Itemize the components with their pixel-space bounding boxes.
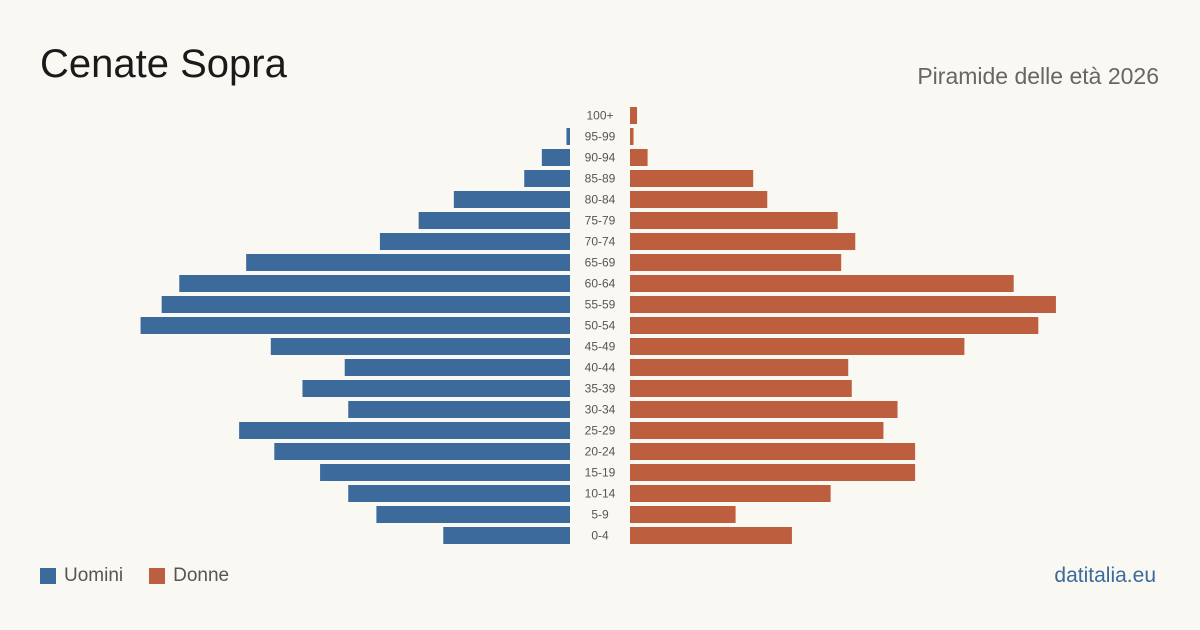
bar-male-10-14[interactable] — [348, 485, 570, 502]
bar-female-90-94[interactable] — [630, 149, 648, 166]
bar-female-85-89[interactable] — [630, 170, 754, 187]
legend: Uomini Donne — [40, 565, 255, 587]
legend-label-male: Uomini — [64, 565, 124, 586]
legend-swatch-female — [149, 568, 166, 584]
age-label-5-9: 5-9 — [591, 508, 609, 522]
bar-male-75-79[interactable] — [418, 212, 570, 229]
legend-swatch-male — [40, 568, 56, 584]
bar-male-5-9[interactable] — [376, 506, 570, 523]
bar-male-60-64[interactable] — [179, 275, 570, 292]
age-label-100plus: 100+ — [586, 109, 613, 123]
bar-female-70-74[interactable] — [630, 233, 856, 250]
chart-subtitle: Piramide delle età 2026 — [917, 63, 1159, 89]
bar-male-85-89[interactable] — [524, 170, 570, 187]
bar-male-25-29[interactable] — [239, 422, 570, 439]
age-label-20-24: 20-24 — [585, 445, 616, 459]
bar-male-90-94[interactable] — [541, 149, 570, 166]
bar-female-50-54[interactable] — [630, 317, 1039, 334]
legend-label-female: Donne — [173, 565, 230, 586]
bar-female-15-19[interactable] — [630, 464, 916, 481]
age-label-15-19: 15-19 — [585, 466, 616, 480]
bar-female-60-64[interactable] — [630, 275, 1014, 292]
legend-item-male[interactable]: Uomini — [40, 565, 123, 587]
age-label-65-69: 65-69 — [585, 256, 616, 270]
bar-female-65-69[interactable] — [630, 254, 842, 271]
age-label-95-99: 95-99 — [585, 130, 616, 144]
age-label-0-4: 0-4 — [591, 529, 609, 543]
age-label-50-54: 50-54 — [585, 319, 616, 333]
bar-female-10-14[interactable] — [630, 485, 831, 502]
bar-female-30-34[interactable] — [630, 401, 898, 418]
bar-female-80-84[interactable] — [630, 191, 768, 208]
bar-male-55-59[interactable] — [161, 296, 570, 313]
bar-male-30-34[interactable] — [348, 401, 570, 418]
bar-female-20-24[interactable] — [630, 443, 916, 460]
age-label-10-14: 10-14 — [585, 487, 616, 501]
bar-female-5-9[interactable] — [630, 506, 736, 523]
bar-female-35-39[interactable] — [630, 380, 852, 397]
bar-male-20-24[interactable] — [274, 443, 570, 460]
legend-item-female[interactable]: Donne — [149, 565, 229, 587]
bar-male-15-19[interactable] — [320, 464, 570, 481]
bar-female-40-44[interactable] — [630, 359, 849, 376]
bar-male-95-99[interactable] — [566, 128, 570, 145]
bar-female-0-4[interactable] — [630, 527, 792, 544]
age-label-25-29: 25-29 — [585, 424, 616, 438]
bar-male-70-74[interactable] — [379, 233, 570, 250]
age-label-30-34: 30-34 — [585, 403, 616, 417]
age-label-90-94: 90-94 — [585, 151, 616, 165]
age-label-35-39: 35-39 — [585, 382, 616, 396]
bar-male-0-4[interactable] — [443, 527, 570, 544]
age-label-45-49: 45-49 — [585, 340, 616, 354]
age-label-60-64: 60-64 — [585, 277, 616, 291]
age-label-85-89: 85-89 — [585, 172, 616, 186]
bar-male-45-49[interactable] — [270, 338, 570, 355]
bar-female-75-79[interactable] — [630, 212, 838, 229]
bar-female-100plus[interactable] — [630, 107, 638, 124]
bar-female-45-49[interactable] — [630, 338, 965, 355]
page-title: Cenate Sopra — [40, 42, 287, 86]
bar-male-65-69[interactable] — [246, 254, 570, 271]
bar-male-50-54[interactable] — [140, 317, 570, 334]
bar-female-25-29[interactable] — [630, 422, 884, 439]
bar-male-40-44[interactable] — [344, 359, 570, 376]
age-label-75-79: 75-79 — [585, 214, 616, 228]
bar-female-95-99[interactable] — [630, 128, 634, 145]
bar-female-55-59[interactable] — [630, 296, 1056, 313]
age-label-40-44: 40-44 — [585, 361, 616, 375]
bar-male-80-84[interactable] — [453, 191, 570, 208]
bar-male-35-39[interactable] — [302, 380, 570, 397]
age-label-55-59: 55-59 — [585, 298, 616, 312]
age-label-70-74: 70-74 — [585, 235, 616, 249]
brand-link[interactable]: datitalia.eu — [1054, 564, 1156, 587]
age-label-80-84: 80-84 — [585, 193, 616, 207]
